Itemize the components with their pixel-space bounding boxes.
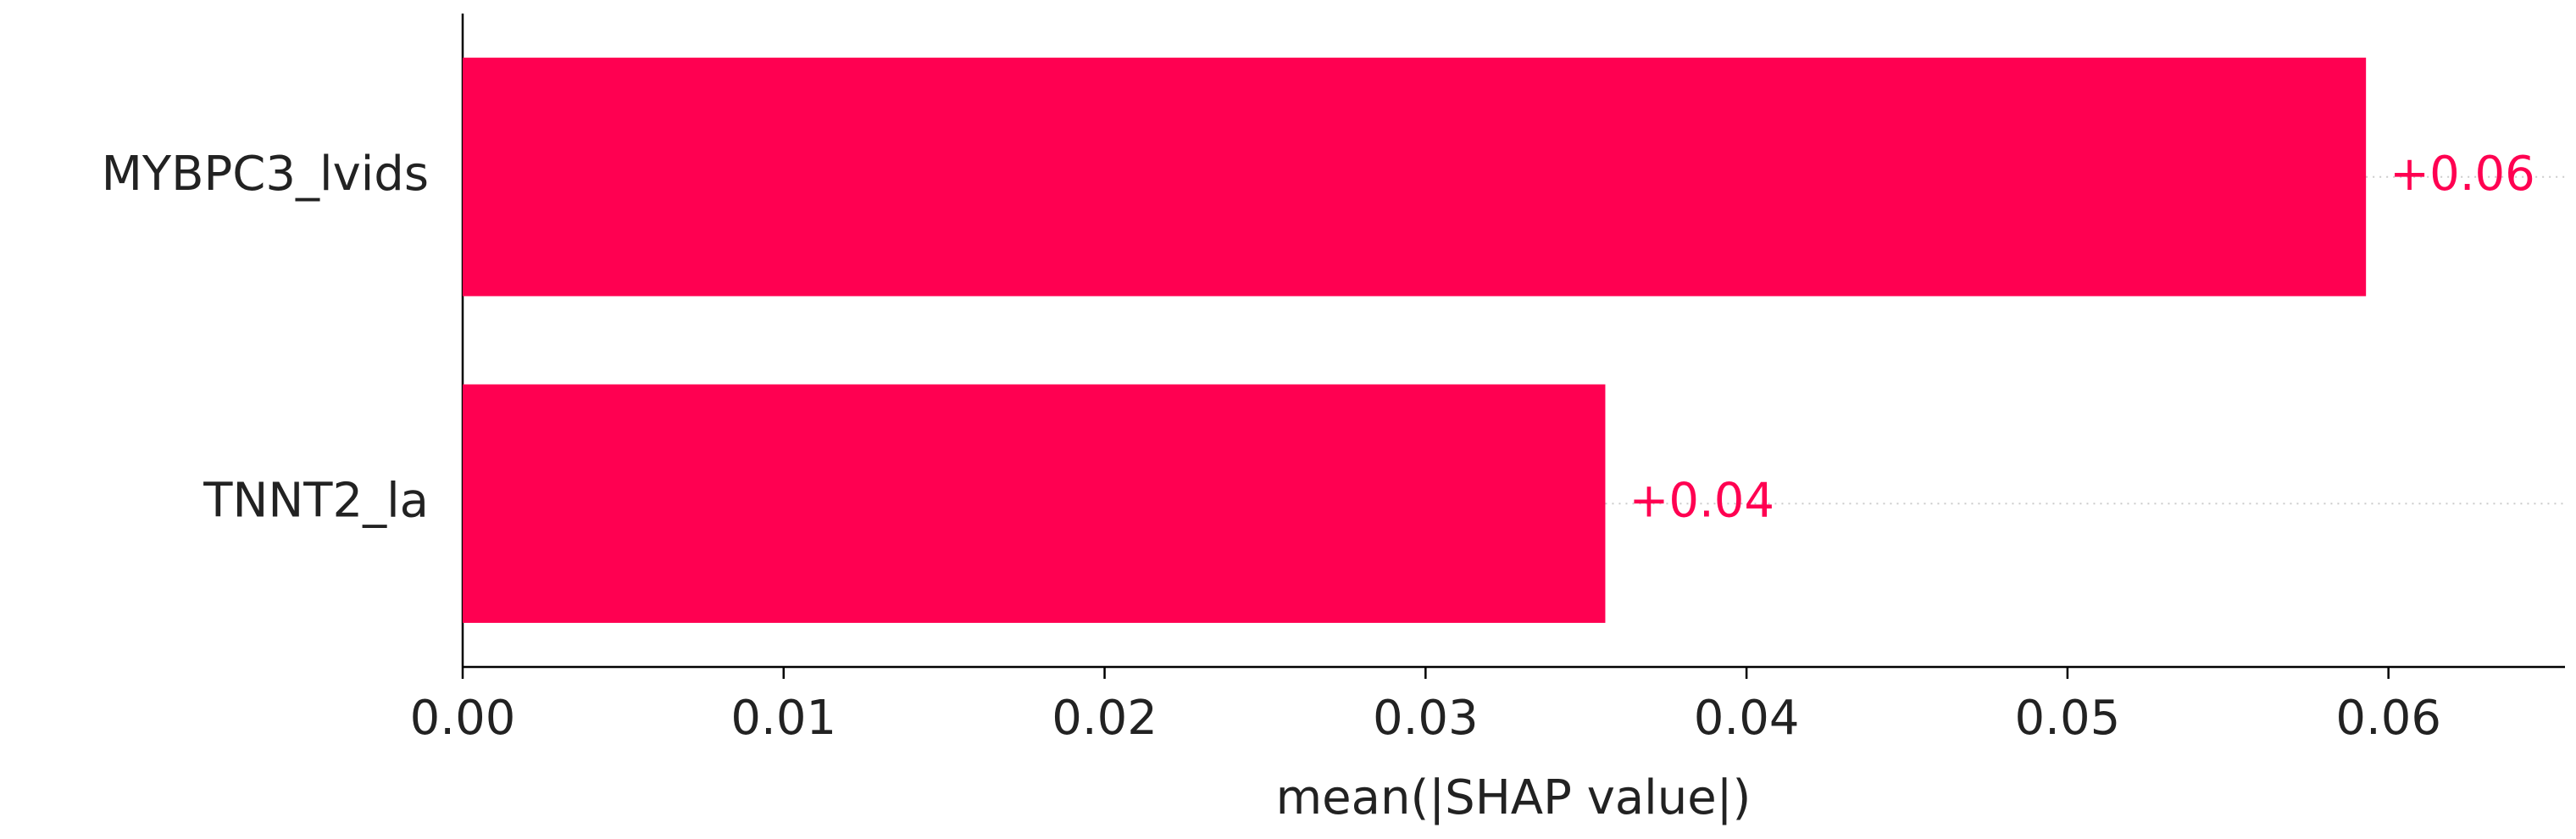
bar — [463, 58, 2367, 297]
value-label: +0.06 — [2390, 147, 2535, 202]
x-tick-label: 0.03 — [1373, 691, 1479, 746]
value-label: +0.04 — [1629, 473, 1774, 528]
x-axis-label: mean(|SHAP value|) — [1276, 770, 1752, 825]
y-tick-label: MYBPC3_lvids — [102, 147, 429, 202]
x-tick-label: 0.02 — [1052, 691, 1158, 746]
y-tick-label: TNNT2_la — [203, 473, 429, 528]
x-tick-label: 0.01 — [730, 691, 836, 746]
x-tick-label: 0.00 — [410, 691, 516, 746]
x-tick-label: 0.04 — [1694, 691, 1800, 746]
bar — [463, 384, 1606, 623]
x-tick-label: 0.06 — [2335, 691, 2441, 746]
x-tick-label: 0.05 — [2015, 691, 2121, 746]
